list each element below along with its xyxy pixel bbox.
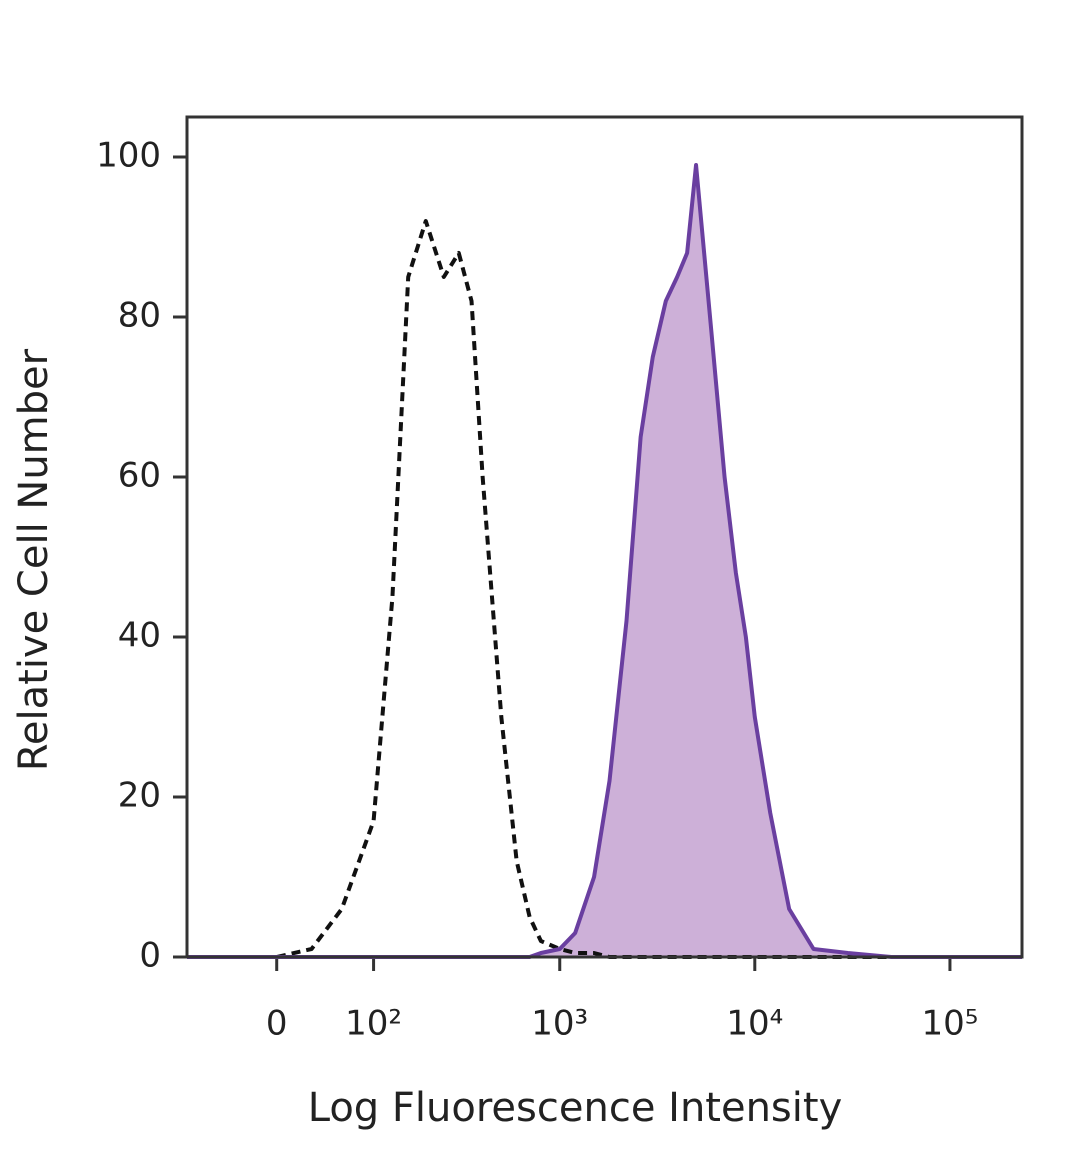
- y-axis-title: Relative Cell Number: [11, 348, 57, 771]
- x-tick-label: 0: [266, 1004, 288, 1044]
- x-tick-label: 10⁴: [726, 1004, 783, 1044]
- histogram-area: [187, 165, 1022, 957]
- y-tick-label: 20: [118, 776, 161, 816]
- x-tick-label: 10²: [345, 1004, 402, 1044]
- y-tick-label: 100: [96, 136, 161, 176]
- y-tick-label: 80: [118, 296, 161, 336]
- y-tick-label: 0: [139, 936, 161, 976]
- x-tick-label: 10³: [531, 1004, 588, 1044]
- x-tick-label: 10⁵: [921, 1004, 978, 1044]
- y-tick-label: 40: [118, 616, 161, 656]
- x-axis-title: Log Fluorescence Intensity: [308, 1085, 843, 1131]
- plot-frame: [185, 115, 1024, 959]
- y-tick-label: 60: [118, 456, 161, 496]
